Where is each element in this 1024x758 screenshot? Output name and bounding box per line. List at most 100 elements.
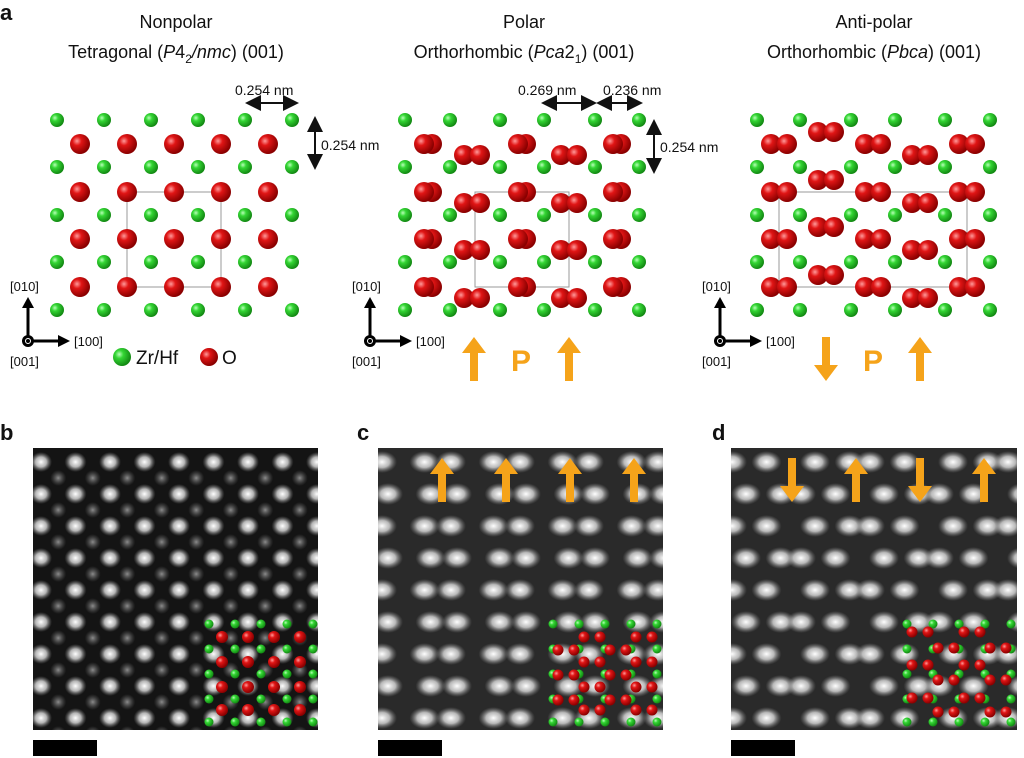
oxygen-atom bbox=[258, 277, 278, 297]
axis-label-001: [001] bbox=[702, 354, 731, 369]
atom-column bbox=[237, 452, 259, 472]
oxygen-atom bbox=[965, 182, 985, 202]
atom-column bbox=[33, 708, 52, 728]
oxygen-atom bbox=[949, 277, 969, 297]
oxygen-column bbox=[291, 470, 308, 486]
atom-column bbox=[855, 707, 885, 729]
atom-column bbox=[484, 675, 515, 697]
oxygen-atom bbox=[620, 644, 632, 656]
atom-column bbox=[306, 580, 318, 600]
oxygen-atom bbox=[630, 656, 642, 668]
atom-column bbox=[341, 644, 363, 664]
oxygen-column bbox=[326, 566, 342, 582]
atom-column bbox=[751, 451, 782, 473]
oxygen-atom bbox=[454, 193, 474, 213]
oxygen-atom bbox=[808, 170, 828, 190]
oxygen-atom bbox=[567, 288, 587, 308]
atom-column bbox=[168, 644, 190, 664]
atom-column bbox=[202, 516, 225, 536]
oxygen-atom bbox=[984, 706, 996, 718]
zr-hf-atom bbox=[256, 619, 266, 629]
zr-hf-atom bbox=[537, 113, 551, 127]
oxygen-atom bbox=[470, 240, 490, 260]
zr-hf-atom bbox=[574, 717, 584, 727]
zr-hf-atom bbox=[928, 619, 938, 629]
atom-column bbox=[869, 675, 899, 697]
oxygen-column bbox=[84, 598, 101, 614]
oxygen-atom bbox=[551, 288, 571, 308]
axis-label-010: [010] bbox=[10, 279, 39, 294]
oxygen-atom bbox=[965, 134, 985, 154]
atom-column bbox=[731, 515, 747, 537]
atom-column bbox=[622, 547, 653, 569]
atom-column bbox=[938, 451, 968, 473]
oxygen-atom bbox=[508, 134, 528, 154]
zr-hf-atom bbox=[230, 669, 240, 679]
z-axis-out-icon bbox=[22, 335, 34, 347]
atom-column bbox=[378, 547, 403, 569]
title-line1: Polar bbox=[503, 12, 545, 32]
atom-column bbox=[800, 707, 830, 729]
atom-column bbox=[731, 707, 747, 729]
structure-overlay-b bbox=[204, 619, 318, 727]
polarization-polar: P bbox=[511, 345, 531, 378]
haadf-image-d bbox=[731, 448, 1017, 758]
atom-column bbox=[505, 579, 535, 601]
atom-column bbox=[409, 643, 440, 665]
oxygen-column bbox=[50, 662, 67, 678]
oxygen-column bbox=[188, 630, 205, 646]
oxygen-column bbox=[326, 534, 342, 550]
atom-column bbox=[834, 643, 865, 665]
atom-column bbox=[800, 451, 830, 473]
atom-column bbox=[580, 739, 610, 758]
oxygen-atom bbox=[906, 626, 918, 638]
atom-column bbox=[731, 579, 747, 601]
panel-label-a: a bbox=[0, 0, 13, 25]
oxygen-atom bbox=[871, 277, 891, 297]
atom-column bbox=[765, 547, 796, 569]
atom-column bbox=[574, 515, 604, 537]
zr-hf-atom bbox=[652, 669, 662, 679]
atom-column bbox=[924, 675, 954, 697]
oxygen-atom bbox=[211, 277, 231, 297]
oxygen-atom bbox=[824, 217, 844, 237]
atom-column bbox=[834, 707, 865, 729]
zr-hf-atom bbox=[983, 113, 997, 127]
oxygen-atom bbox=[470, 288, 490, 308]
oxygen-atom bbox=[117, 277, 137, 297]
structure-polar bbox=[398, 113, 646, 317]
oxygen-atom bbox=[164, 134, 184, 154]
oxygen-column bbox=[326, 630, 342, 646]
oxygen-atom bbox=[808, 265, 828, 285]
oxygen-atom bbox=[604, 644, 616, 656]
zr-hf-atom bbox=[588, 303, 602, 317]
atom-column bbox=[168, 708, 190, 728]
atom-column bbox=[924, 739, 954, 758]
atom-column bbox=[64, 644, 87, 664]
oxygen-atom bbox=[258, 134, 278, 154]
atom-column bbox=[505, 707, 535, 729]
atom-column bbox=[341, 548, 363, 568]
oxygen-column bbox=[291, 502, 308, 518]
atom-column bbox=[903, 675, 934, 697]
zr-hf-atom bbox=[144, 303, 158, 317]
polarization-arrow-up bbox=[462, 337, 486, 381]
polarization-arrows bbox=[430, 337, 996, 502]
polarization-arrow-down bbox=[814, 337, 838, 381]
oxygen-atom bbox=[948, 642, 960, 654]
atom-column bbox=[924, 547, 954, 569]
zr-hf-atom bbox=[398, 303, 412, 317]
atom-column bbox=[903, 547, 934, 569]
oxygen-column bbox=[153, 694, 170, 710]
atom-column bbox=[511, 675, 541, 697]
atom-column bbox=[686, 707, 716, 729]
oxygen-atom bbox=[604, 694, 616, 706]
atom-column bbox=[99, 548, 121, 568]
zr-hf-atom bbox=[980, 717, 990, 727]
oxygen-atom bbox=[567, 145, 587, 165]
oxygen-atom bbox=[414, 277, 434, 297]
zr-hf-atom bbox=[537, 255, 551, 269]
oxygen-atom bbox=[965, 277, 985, 297]
dim-polar-a1: 0.269 nm bbox=[518, 82, 576, 98]
zr-hf-atom bbox=[750, 303, 764, 317]
